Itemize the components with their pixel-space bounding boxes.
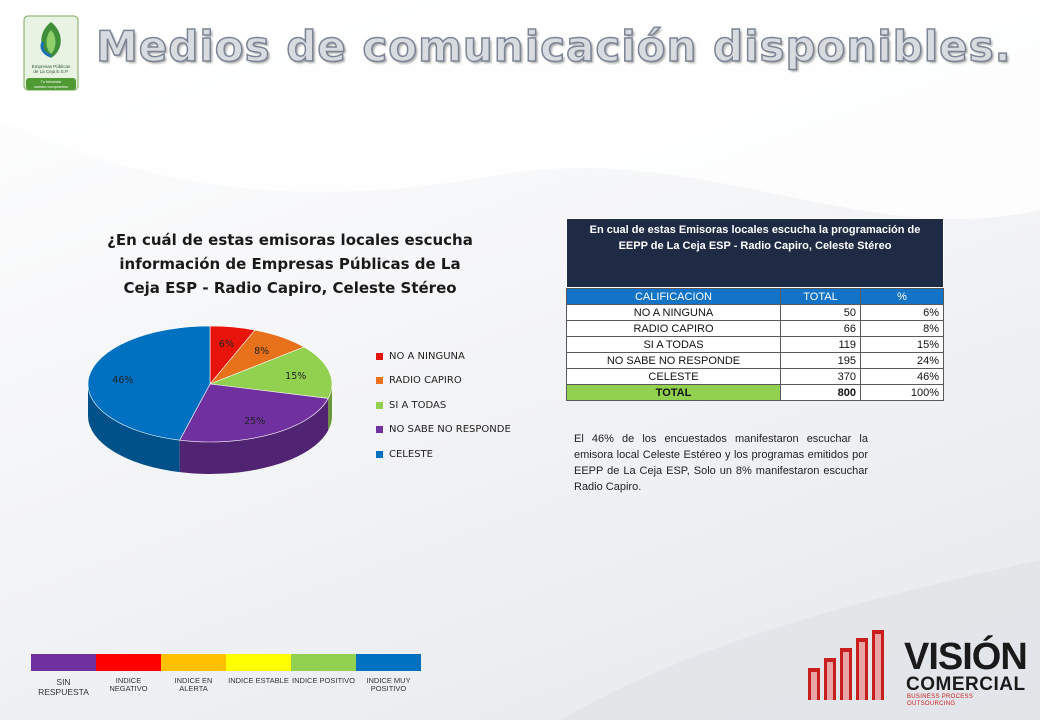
- index-scale: SIN RESPUESTA INDICE NEGATIVO INDICE EN AL…: [31, 654, 421, 697]
- table-row: NO A NINGUNA 50 6%: [566, 304, 944, 321]
- pie-data-label: 15%: [285, 371, 306, 382]
- scale-label: INDICE POSITIVO: [292, 676, 355, 685]
- table-row: NO SABE NO RESPONDE 195 24%: [566, 352, 944, 369]
- scale-color-bar: [96, 654, 161, 671]
- brand-tagline: BUSINESS PROCESS OUTSOURCING: [907, 694, 974, 707]
- scale-label: INDICE ESTABLE: [228, 676, 289, 685]
- chart-legend: NO A NINGUNA RADIO CAPIRO SI A TODAS NO SAB…: [376, 344, 511, 467]
- cell-total: 370: [780, 368, 861, 385]
- pie-data-label: 8%: [254, 346, 269, 357]
- legend-label: RADIO CAPIRO: [389, 375, 462, 387]
- pie-slice: [209, 346, 333, 399]
- pie-slice-side: [179, 398, 329, 474]
- vision-comercial-logo: VISIÓN COMERCIAL BUSINESS PROCESS OUTSOU…: [806, 628, 1028, 707]
- cell-percent: 15%: [860, 336, 944, 353]
- pie-data-label: 6%: [219, 339, 234, 350]
- legend-item: RADIO CAPIRO: [376, 369, 511, 394]
- legend-swatch: [376, 352, 383, 360]
- total-label: TOTAL: [566, 384, 781, 401]
- logo-ribbon-1: Tu bienestar: [41, 80, 63, 84]
- scale-label: INDICE NEGATIVO: [109, 676, 148, 693]
- page-title: Medios de comunicación disponibles.: [95, 21, 1012, 72]
- table-row: CELESTE 370 46%: [566, 368, 944, 385]
- pie-slice: [179, 383, 329, 443]
- cell-total: 119: [780, 336, 861, 353]
- legend-swatch: [376, 426, 383, 434]
- legend-item: SI A TODAS: [376, 393, 511, 418]
- cell-name: CELESTE: [566, 368, 781, 385]
- pie-data-label: 46%: [112, 375, 133, 386]
- legend-swatch: [376, 377, 383, 385]
- cell-name: RADIO CAPIRO: [566, 320, 781, 337]
- cell-percent: 46%: [860, 368, 944, 385]
- legend-swatch: [376, 450, 383, 458]
- brand-bars-icon: [808, 630, 884, 700]
- pie-data-label: 25%: [244, 416, 265, 427]
- brand-sub: COMERCIAL: [906, 674, 1026, 695]
- scale-label: SIN RESPUESTA: [38, 677, 89, 697]
- scale-item: INDICE ESTABLE: [226, 654, 291, 697]
- scale-item: INDICE NEGATIVO: [96, 654, 161, 697]
- scale-label: INDICE EN ALERTA: [174, 676, 213, 693]
- pie-slice-side: [328, 384, 332, 431]
- col-calificacion: CALIFICACION: [566, 288, 781, 305]
- scale-color-bar: [291, 654, 356, 671]
- legend-label: SI A TODAS: [389, 399, 447, 411]
- cell-percent: 8%: [860, 320, 944, 337]
- col-total: TOTAL: [780, 288, 861, 305]
- legend-item: NO SABE NO RESPONDE: [376, 418, 511, 443]
- scale-item: SIN RESPUESTA: [31, 654, 96, 697]
- cell-percent: 24%: [860, 352, 944, 369]
- legend-item: NO A NINGUNA: [376, 344, 511, 369]
- results-table: En cual de estas Emisoras locales escuch…: [566, 218, 944, 401]
- total-percent: 100%: [860, 384, 944, 401]
- table-header: En cual de estas Emisoras locales escuch…: [566, 218, 944, 288]
- col-percent: %: [860, 288, 944, 305]
- company-logo: Empresas Públicas de La Ceja E.S.P. Tu b…: [20, 14, 82, 98]
- legend-swatch: [376, 401, 383, 409]
- cell-name: SI A TODAS: [566, 336, 781, 353]
- scale-item: INDICE MUY POSITIVO: [356, 654, 421, 697]
- legend-label: NO SABE NO RESPONDE: [389, 424, 511, 436]
- scale-color-bar: [356, 654, 421, 671]
- chart-title: ¿En cuál de estas emisoras locales escuc…: [107, 231, 473, 297]
- legend-item: CELESTE: [376, 442, 511, 467]
- table-total-row: TOTAL 800 100%: [566, 384, 944, 401]
- scale-label: INDICE MUY POSITIVO: [366, 676, 411, 693]
- cell-total: 66: [780, 320, 861, 337]
- legend-label: CELESTE: [389, 448, 433, 460]
- pie-chart: 6% 8% 15% 25% 46%: [87, 325, 333, 474]
- scale-item: INDICE EN ALERTA: [161, 654, 226, 697]
- brand-name: VISIÓN: [904, 636, 1028, 678]
- logo-text-2: de La Ceja E.S.P.: [33, 69, 68, 74]
- total-value: 800: [780, 384, 861, 401]
- table-row: RADIO CAPIRO 66 8%: [566, 320, 944, 337]
- cell-total: 195: [780, 352, 861, 369]
- scale-color-bar: [226, 654, 291, 671]
- scale-item: INDICE POSITIVO: [291, 654, 356, 697]
- scale-color-bar: [161, 654, 226, 671]
- logo-ribbon-2: nuestro compromiso: [34, 85, 68, 89]
- scale-color-bar: [31, 654, 96, 671]
- pie-slice-side: [88, 384, 180, 473]
- pie-slice: [87, 325, 211, 441]
- legend-label: NO A NINGUNA: [389, 350, 465, 362]
- cell-name: NO A NINGUNA: [566, 304, 781, 321]
- table-row: SI A TODAS 119 15%: [566, 336, 944, 353]
- cell-total: 50: [780, 304, 861, 321]
- analysis-note: El 46% de los encuestados manifestaron e…: [574, 433, 868, 493]
- cell-percent: 6%: [860, 304, 944, 321]
- logo-text-1: Empresas Públicas: [32, 64, 71, 69]
- cell-name: NO SABE NO RESPONDE: [566, 352, 781, 369]
